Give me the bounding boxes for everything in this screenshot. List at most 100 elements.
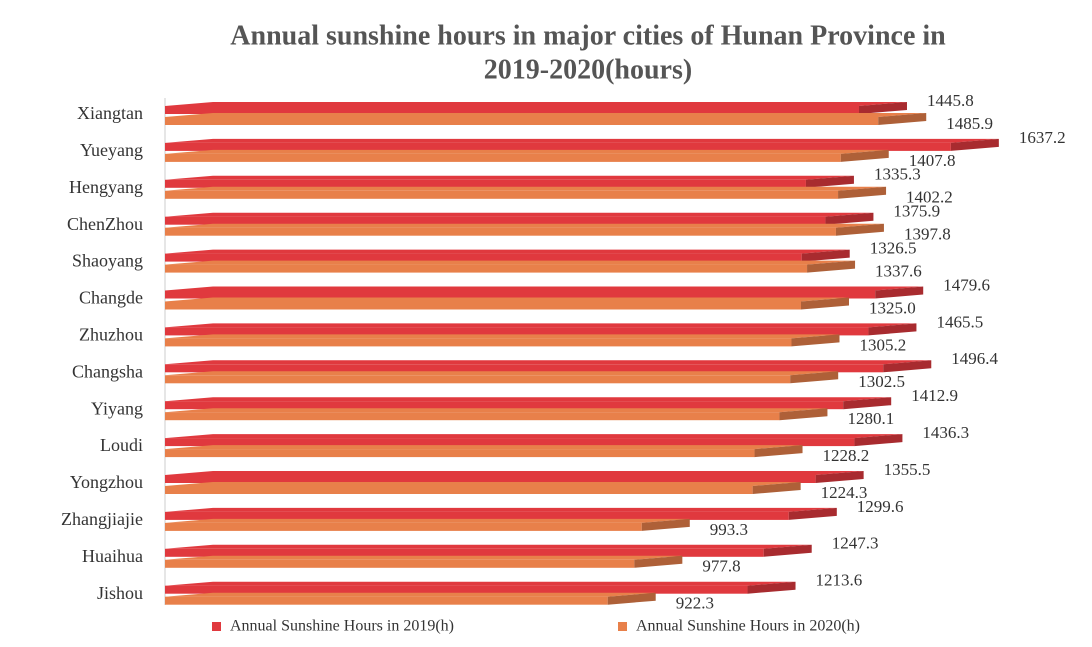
bar-face bbox=[165, 264, 808, 273]
bar-face bbox=[805, 175, 854, 188]
bar-face bbox=[165, 301, 801, 310]
legend-swatch bbox=[212, 622, 221, 631]
bar-face bbox=[165, 408, 828, 413]
legend-label: Annual Sunshine Hours in 2019(h) bbox=[230, 618, 454, 635]
value-label: 1305.2 bbox=[859, 335, 906, 354]
value-label: 1412.9 bbox=[911, 386, 958, 405]
value-label: 1325.0 bbox=[869, 298, 916, 317]
bar-face bbox=[165, 412, 780, 421]
value-label: 1299.6 bbox=[857, 497, 904, 516]
bar bbox=[165, 334, 840, 347]
bar-face bbox=[165, 175, 854, 180]
bar bbox=[165, 360, 932, 373]
bar-face bbox=[790, 371, 839, 384]
bar-face bbox=[165, 138, 999, 143]
bar-face bbox=[165, 360, 932, 365]
bar-face bbox=[165, 338, 792, 347]
value-label: 1402.2 bbox=[906, 188, 953, 207]
bar bbox=[165, 507, 837, 520]
bar-face bbox=[165, 153, 841, 162]
bar-face bbox=[165, 286, 924, 291]
y-tick-label: Hengyang bbox=[69, 177, 143, 197]
y-tick-label: ChenZhou bbox=[67, 214, 143, 234]
value-label: 993.3 bbox=[710, 520, 748, 539]
bar-face bbox=[165, 142, 951, 151]
bar-face bbox=[165, 544, 812, 549]
bar-face bbox=[165, 179, 806, 188]
value-label: 1485.9 bbox=[946, 114, 993, 133]
bar-face bbox=[165, 364, 884, 373]
bar bbox=[165, 212, 874, 225]
bar bbox=[165, 592, 656, 605]
bar bbox=[165, 555, 683, 568]
bar-face bbox=[165, 323, 917, 328]
bar-face bbox=[165, 249, 850, 254]
bar bbox=[165, 434, 903, 447]
bar-face bbox=[840, 149, 889, 162]
bar-face bbox=[868, 323, 917, 336]
bar-face bbox=[165, 511, 789, 520]
bar-face bbox=[165, 445, 803, 450]
y-tick-label: Zhangjiajie bbox=[61, 509, 143, 529]
bar bbox=[165, 102, 907, 114]
bar-face bbox=[165, 397, 892, 402]
bar bbox=[165, 297, 849, 310]
bar-face bbox=[165, 581, 796, 586]
bar bbox=[165, 518, 690, 531]
bar-face bbox=[165, 297, 849, 302]
bar-face bbox=[165, 260, 856, 265]
bar bbox=[165, 544, 812, 557]
bar bbox=[165, 223, 884, 236]
value-label: 1228.2 bbox=[823, 446, 870, 465]
bar-face bbox=[165, 438, 855, 447]
bar-face bbox=[747, 581, 796, 594]
y-tick-label: Changde bbox=[79, 288, 143, 308]
y-tick-label: Shaoyang bbox=[72, 251, 143, 271]
bar bbox=[165, 260, 856, 273]
bar-face bbox=[779, 408, 828, 421]
bar-face bbox=[165, 596, 608, 605]
bar-face bbox=[165, 555, 683, 560]
bar bbox=[165, 186, 887, 199]
bar-face bbox=[788, 507, 837, 520]
bar bbox=[165, 371, 839, 384]
bar-face bbox=[838, 186, 887, 199]
bar-face bbox=[165, 592, 656, 597]
bar bbox=[165, 286, 924, 299]
value-label: 1335.3 bbox=[874, 165, 921, 184]
bar-face bbox=[165, 106, 859, 114]
value-label: 1280.1 bbox=[847, 409, 894, 428]
bar-face bbox=[165, 212, 874, 217]
bar-face bbox=[165, 113, 927, 117]
bar-face bbox=[165, 117, 879, 125]
bar-face bbox=[607, 592, 656, 605]
value-label: 1479.6 bbox=[943, 275, 990, 294]
bar-face bbox=[807, 260, 856, 273]
bar bbox=[165, 149, 889, 162]
y-tick-label: Xiangtan bbox=[77, 103, 143, 123]
chart-title: Annual sunshine hours in major cities of… bbox=[230, 20, 946, 51]
value-label: 1213.6 bbox=[816, 571, 863, 590]
bar-face bbox=[165, 482, 801, 486]
value-label: 1224.3 bbox=[821, 483, 868, 502]
bar-face bbox=[875, 286, 924, 299]
bar bbox=[165, 113, 927, 125]
value-label: 922.3 bbox=[676, 594, 714, 613]
bar-face bbox=[165, 449, 755, 458]
bar-face bbox=[165, 190, 839, 199]
bar-face bbox=[165, 522, 642, 531]
bar-face bbox=[858, 102, 907, 114]
y-tick-label: Yueyang bbox=[80, 140, 143, 160]
bar-face bbox=[165, 186, 887, 191]
y-tick-label: Yiyang bbox=[91, 398, 143, 418]
value-label: 1326.5 bbox=[870, 239, 917, 258]
bar bbox=[165, 138, 999, 151]
bar-face bbox=[878, 113, 927, 125]
bar-face bbox=[165, 401, 844, 410]
legend-swatch bbox=[618, 622, 627, 631]
value-label: 1465.5 bbox=[936, 312, 983, 331]
bar-face bbox=[165, 434, 903, 439]
y-tick-label: Loudi bbox=[100, 435, 143, 455]
bar bbox=[165, 323, 917, 336]
bar-face bbox=[165, 223, 884, 228]
